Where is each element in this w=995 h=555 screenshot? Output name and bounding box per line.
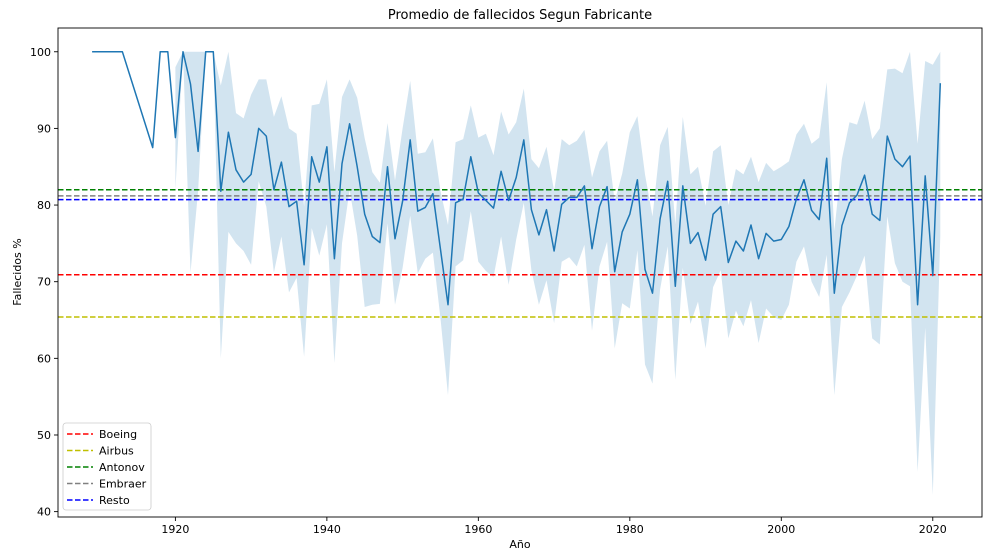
x-tick-label: 2020 bbox=[919, 523, 947, 536]
legend-label-antonov: Antonov bbox=[99, 461, 145, 474]
y-axis: 40 50 60 70 80 90 100 bbox=[30, 46, 58, 519]
x-tick-label: 1940 bbox=[313, 523, 341, 536]
legend-label-resto: Resto bbox=[99, 494, 130, 507]
legend-label-boeing: Boeing bbox=[99, 428, 137, 441]
legend: Boeing Airbus Antonov Embraer Resto bbox=[62, 422, 152, 511]
x-tick-label: 1960 bbox=[464, 523, 492, 536]
legend-label-embraer: Embraer bbox=[99, 478, 147, 491]
x-tick-label: 1980 bbox=[616, 523, 644, 536]
y-tick-label: 70 bbox=[37, 276, 51, 289]
x-axis-label: Año bbox=[509, 538, 530, 551]
plot-frame bbox=[57, 27, 983, 518]
confidence-band bbox=[175, 51, 941, 495]
legend-label-airbus: Airbus bbox=[99, 445, 134, 458]
y-tick-label: 50 bbox=[37, 429, 51, 442]
ci-band bbox=[175, 51, 941, 495]
y-tick-label: 80 bbox=[37, 199, 51, 212]
y-tick-label: 100 bbox=[30, 46, 51, 59]
y-tick-label: 60 bbox=[37, 352, 51, 365]
mean-line bbox=[92, 51, 942, 306]
mean-series-line bbox=[92, 51, 942, 306]
y-axis-label: Fallecidos % bbox=[11, 238, 24, 305]
legend-box bbox=[62, 422, 152, 511]
chart-title: Promedio de fallecidos Segun Fabricante bbox=[388, 8, 652, 23]
x-tick-label: 1920 bbox=[161, 523, 189, 536]
y-tick-label: 40 bbox=[37, 506, 51, 519]
x-axis: 1920 1940 1960 1980 2000 2020 bbox=[161, 517, 947, 536]
y-tick-label: 90 bbox=[37, 122, 51, 135]
x-tick-label: 2000 bbox=[767, 523, 795, 536]
